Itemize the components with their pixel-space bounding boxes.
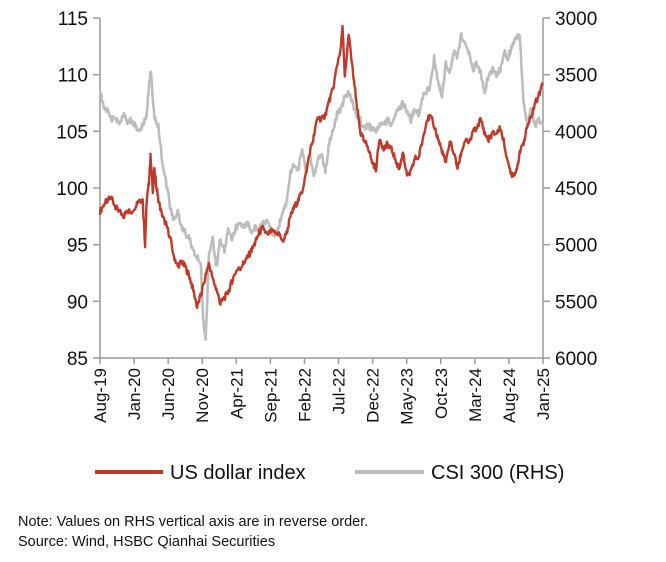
right-tick-label: 4500	[555, 179, 597, 200]
legend-label-us-dollar-index: US dollar index	[170, 462, 306, 484]
left-tick-label: 90	[67, 292, 88, 313]
series-line-us-dollar-index	[98, 24, 544, 309]
x-tick-label: May-23	[398, 368, 417, 425]
x-axis-ticks: Aug-19 Jan-20 Jun-20 Nov-20 Apr-21 Sep-21 Feb-…	[91, 358, 553, 425]
x-tick-label: Jun-20	[159, 368, 178, 420]
right-tick-label: 3000	[555, 9, 597, 30]
note-text: Note: Values on RHS vertical axis are in…	[18, 514, 369, 530]
series-layer	[98, 24, 544, 341]
left-tick-label: 100	[56, 179, 88, 200]
left-tick-label: 85	[67, 349, 88, 370]
right-tick-label: 6000	[555, 349, 597, 370]
left-tick-label: 110	[58, 66, 88, 87]
x-tick-label: Apr-21	[227, 368, 246, 419]
x-tick-label: Feb-22	[295, 368, 314, 422]
x-tick-label: Sep-21	[261, 368, 280, 423]
right-tick-label: 5000	[555, 236, 597, 257]
right-tick-label: 4000	[555, 122, 597, 143]
chart-notes: Note: Values on RHS vertical axis are in…	[18, 512, 658, 552]
x-tick-label: Jan-25	[534, 368, 553, 420]
x-tick-label: Mar-24	[466, 368, 485, 422]
left-axis-ticks: 85 90 95 100 105 110 115	[56, 9, 100, 370]
x-tick-label: Nov-20	[193, 368, 212, 423]
x-tick-label: Jul-22	[330, 368, 349, 414]
left-tick-label: 115	[58, 9, 88, 30]
right-axis-ticks: 3000 3500 4000 4500 5000 5500 6000	[543, 9, 597, 370]
source-text: Source: Wind, HSBC Qianhai Securities	[18, 534, 276, 550]
x-tick-label: Jan-20	[125, 368, 144, 420]
right-tick-label: 5500	[555, 292, 597, 313]
right-tick-label: 3500	[555, 66, 597, 87]
x-tick-label: Dec-22	[364, 368, 383, 423]
left-tick-label: 95	[67, 236, 88, 257]
legend-label-csi-300: CSI 300 (RHS)	[431, 462, 564, 484]
legend: US dollar index CSI 300 (RHS)	[95, 462, 564, 484]
series-line-csi-300	[98, 31, 544, 341]
x-tick-label: Aug-19	[91, 368, 110, 423]
dual-axis-line-chart: 85 90 95 100 105 110 115 3000 3500 4000 4500 5000 5…	[56, 9, 597, 484]
x-tick-label: Oct-23	[432, 368, 451, 419]
left-tick-label: 105	[56, 122, 88, 143]
x-tick-label: Aug-24	[500, 368, 519, 423]
